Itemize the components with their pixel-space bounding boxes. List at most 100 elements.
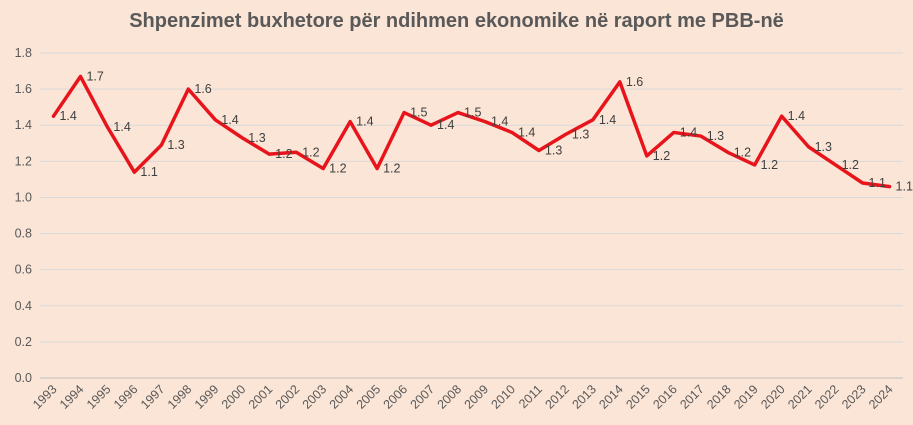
x-tick-label: 1993 <box>30 382 60 412</box>
data-label: 1.4 <box>680 125 697 139</box>
data-label: 1.4 <box>599 113 616 127</box>
data-label: 1.4 <box>491 115 508 129</box>
y-tick-label: 0.8 <box>15 227 32 241</box>
data-point <box>159 143 163 147</box>
data-point <box>267 152 271 156</box>
data-label: 1.6 <box>626 75 643 89</box>
data-point <box>780 114 784 118</box>
data-point <box>186 87 190 91</box>
data-label: 1.2 <box>275 147 292 161</box>
data-point <box>375 167 379 171</box>
y-tick-label: 1.4 <box>15 118 32 132</box>
x-tick-label: 2017 <box>677 382 707 412</box>
data-point <box>213 118 217 122</box>
data-point <box>888 185 892 189</box>
x-tick-label: 2024 <box>866 382 896 412</box>
data-label: 1.1 <box>869 176 886 190</box>
data-label: 1.3 <box>248 131 265 145</box>
data-label: 1.2 <box>383 162 400 176</box>
data-point <box>564 132 568 136</box>
data-point <box>591 118 595 122</box>
data-label: 1.2 <box>734 145 751 159</box>
x-tick-label: 2014 <box>596 382 626 412</box>
data-point <box>753 163 757 167</box>
x-tick-label: 2003 <box>300 382 330 412</box>
data-point <box>456 111 460 115</box>
x-tick-label: 2009 <box>462 382 492 412</box>
data-label: 1.1 <box>896 180 913 194</box>
data-point <box>618 80 622 84</box>
x-tick-label: 2000 <box>219 382 249 412</box>
x-tick-label: 2008 <box>435 382 465 412</box>
data-point <box>834 163 838 167</box>
data-label: 1.5 <box>464 106 481 120</box>
data-label: 1.4 <box>518 125 535 139</box>
data-label: 1.3 <box>545 144 562 158</box>
data-point <box>348 120 352 124</box>
data-point <box>240 136 244 140</box>
x-tick-label: 2012 <box>542 382 572 412</box>
x-tick-label: 2021 <box>785 382 815 412</box>
data-point <box>537 149 541 152</box>
y-tick-label: 0.2 <box>15 335 32 349</box>
x-tick-label: 2005 <box>354 382 384 412</box>
x-tick-label: 2001 <box>246 382 276 412</box>
data-label: 1.4 <box>356 115 373 129</box>
data-label: 1.2 <box>842 158 859 172</box>
data-label: 1.3 <box>167 138 184 152</box>
data-point <box>726 150 730 154</box>
x-tick-label: 2011 <box>516 382 545 411</box>
x-tick-label: 1997 <box>138 382 168 412</box>
data-point <box>51 114 55 118</box>
x-tick-label: 1995 <box>84 382 114 412</box>
data-point <box>861 181 865 185</box>
data-label: 1.3 <box>815 140 832 154</box>
y-tick-label: 1.2 <box>15 154 32 168</box>
data-label: 1.2 <box>761 158 778 172</box>
x-tick-label: 2004 <box>327 382 357 412</box>
data-label: 1.2 <box>329 162 346 176</box>
data-label: 1.2 <box>653 149 670 163</box>
data-point <box>807 145 811 149</box>
x-tick-label: 2002 <box>273 382 303 412</box>
y-tick-label: 0.4 <box>15 299 32 313</box>
x-tick-label: 1996 <box>111 382 141 412</box>
series-line <box>51 74 892 189</box>
x-tick-label: 2015 <box>623 382 653 412</box>
data-point <box>294 150 298 154</box>
data-point <box>672 130 676 134</box>
x-tick-label: 1994 <box>57 382 87 412</box>
data-point <box>402 111 406 115</box>
data-label: 1.4 <box>221 113 238 127</box>
data-point <box>699 134 703 138</box>
x-tick-label: 1999 <box>192 382 222 412</box>
data-point <box>105 125 109 129</box>
data-label: 1.1 <box>140 165 157 179</box>
x-tick-label: 2010 <box>489 382 519 412</box>
data-label: 1.2 <box>302 145 319 159</box>
data-label: 1.4 <box>437 118 454 132</box>
y-tick-label: 0.6 <box>15 263 32 277</box>
y-tick-label: 1.0 <box>15 190 32 204</box>
data-point <box>321 167 325 171</box>
x-tick-label: 2020 <box>758 382 788 412</box>
data-point <box>132 170 136 174</box>
chart-title: Shpenzimet buxhetore për ndihmen ekonomi… <box>129 10 784 32</box>
data-label: 1.7 <box>86 69 103 83</box>
x-tick-label: 2007 <box>408 382 438 412</box>
data-point <box>483 120 487 124</box>
x-tick-label: 2023 <box>839 382 869 412</box>
data-label: 1.5 <box>410 106 427 120</box>
data-label: 1.4 <box>788 109 805 123</box>
data-point <box>429 123 433 127</box>
x-tick-label: 1998 <box>165 382 195 412</box>
x-tick-label: 2006 <box>381 382 411 412</box>
x-tick-label: 2016 <box>650 382 680 412</box>
data-point <box>510 130 514 134</box>
data-point <box>78 74 82 78</box>
x-tick-label: 2018 <box>704 382 734 412</box>
data-label: 1.4 <box>113 120 130 134</box>
data-label: 1.6 <box>194 82 211 96</box>
